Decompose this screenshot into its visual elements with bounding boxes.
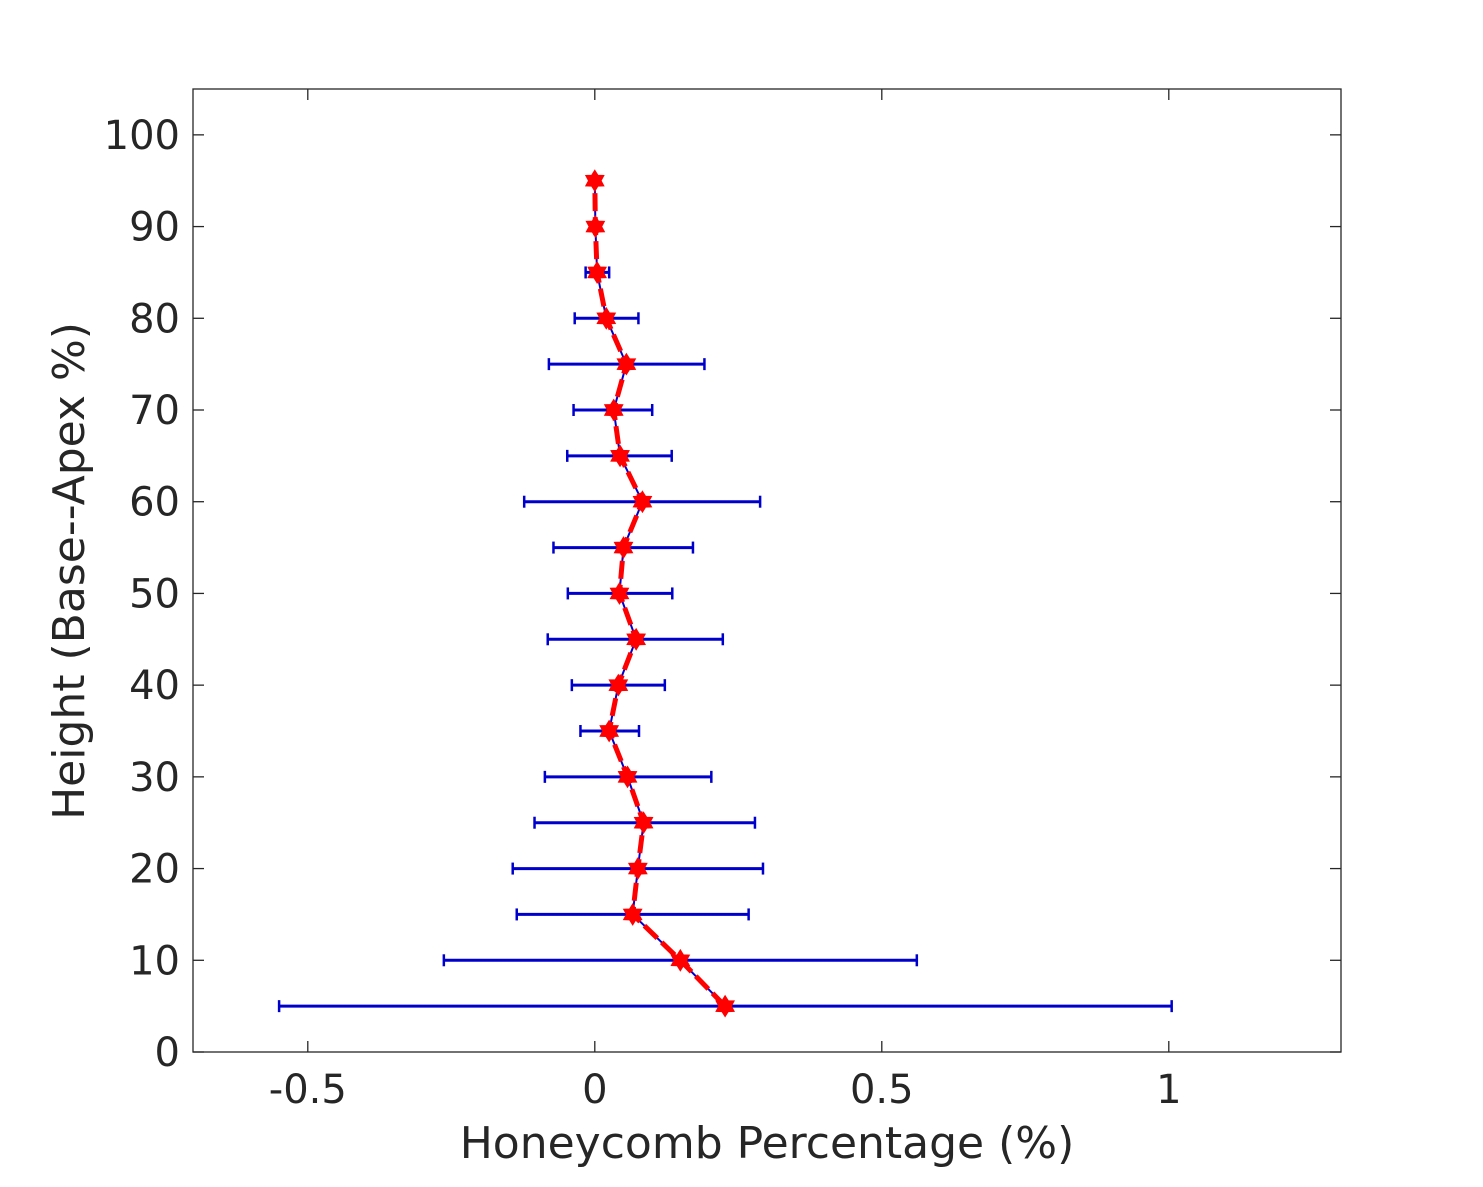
data-point-marker bbox=[670, 948, 691, 972]
data-point-marker bbox=[616, 352, 637, 376]
data-point-marker bbox=[585, 215, 606, 238]
data-point-marker bbox=[596, 306, 617, 330]
data-point-marker bbox=[617, 765, 638, 789]
y-tick-label: 70 bbox=[129, 388, 180, 434]
y-tick-label: 40 bbox=[129, 663, 180, 709]
x-tick-label: -0.5 bbox=[269, 1067, 347, 1113]
y-tick-label: 80 bbox=[129, 296, 180, 342]
x-tick-label: 0.5 bbox=[850, 1067, 914, 1113]
y-tick-label: 0 bbox=[155, 1030, 180, 1076]
y-tick-label: 100 bbox=[104, 113, 180, 159]
data-point-marker bbox=[633, 811, 654, 835]
y-tick-label: 90 bbox=[129, 205, 180, 251]
x-axis-title: Honeycomb Percentage (%) bbox=[460, 1118, 1075, 1169]
data-point-marker bbox=[584, 169, 605, 193]
data-point-marker bbox=[587, 261, 607, 284]
x-tick-label: 0 bbox=[582, 1067, 607, 1113]
y-axis-title: Height (Base--Apex %) bbox=[44, 322, 95, 820]
y-axis-ticks: 0 10 20 30 40 50 60 70 80 90 100 bbox=[104, 113, 1341, 1076]
data-point-marker bbox=[608, 673, 629, 697]
data-point-marker bbox=[610, 444, 630, 468]
y-tick-label: 50 bbox=[129, 571, 180, 617]
data-point-marker bbox=[603, 398, 624, 422]
y-tick-label: 30 bbox=[129, 755, 180, 801]
markers-group bbox=[584, 169, 735, 1018]
x-tick-label: 1 bbox=[1156, 1067, 1181, 1113]
data-point-marker bbox=[632, 490, 653, 514]
data-point-marker bbox=[622, 903, 643, 926]
data-point-marker bbox=[626, 627, 647, 651]
plot-area-background bbox=[193, 89, 1341, 1052]
plot-area-frame bbox=[192, 88, 1342, 1053]
x-axis-ticks: -0.5 0 0.5 1 bbox=[269, 89, 1182, 1113]
y-tick-label: 60 bbox=[129, 480, 180, 526]
y-tick-label: 20 bbox=[129, 847, 180, 893]
data-point-marker bbox=[599, 719, 620, 743]
data-point-marker bbox=[613, 536, 634, 559]
y-tick-label: 10 bbox=[129, 938, 180, 984]
data-point-marker bbox=[627, 857, 648, 880]
data-point-marker bbox=[609, 582, 630, 605]
data-point-marker bbox=[715, 994, 735, 1018]
